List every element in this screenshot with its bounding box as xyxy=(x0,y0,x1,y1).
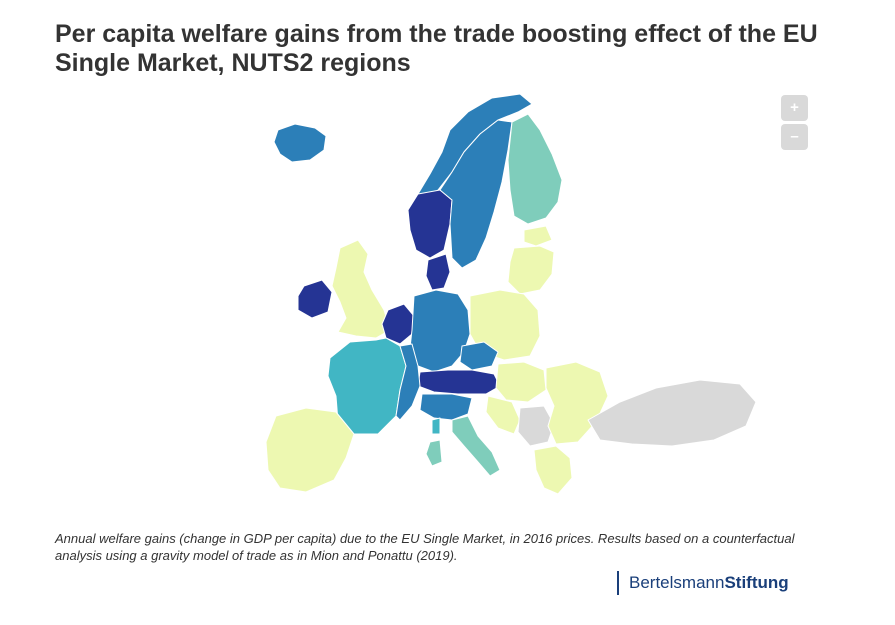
region-czechia[interactable] xyxy=(459,341,499,371)
region-uk[interactable] xyxy=(331,239,391,339)
region-iberia[interactable] xyxy=(265,407,355,493)
region-serbia-bosnia[interactable] xyxy=(517,405,555,447)
region-france[interactable] xyxy=(327,337,407,435)
region-ireland[interactable] xyxy=(297,279,333,319)
region-corsica[interactable] xyxy=(431,417,441,435)
region-norway-south[interactable] xyxy=(407,189,453,259)
region-denmark[interactable] xyxy=(425,253,451,291)
page-title: Per capita welfare gains from the trade … xyxy=(55,20,818,77)
region-france-east[interactable] xyxy=(395,343,421,421)
region-finland[interactable] xyxy=(507,113,563,225)
zoom-in-button[interactable]: + xyxy=(781,95,808,121)
europe-map-svg[interactable] xyxy=(100,90,810,520)
region-greece[interactable] xyxy=(533,445,573,495)
region-sardinia[interactable] xyxy=(425,439,443,467)
region-sweden[interactable] xyxy=(439,119,513,269)
region-poland[interactable] xyxy=(469,289,541,361)
brand-name-part2: Stiftung xyxy=(724,573,789,592)
zoom-out-button[interactable]: – xyxy=(781,124,808,150)
region-turkey[interactable] xyxy=(587,379,757,447)
map-caption: Annual welfare gains (change in GDP per … xyxy=(55,531,795,563)
region-iceland[interactable] xyxy=(273,123,327,163)
choropleth-map[interactable] xyxy=(100,90,810,520)
region-austria-switzerland[interactable] xyxy=(417,369,501,395)
region-baltics[interactable] xyxy=(507,245,555,295)
bertelsmann-logo: BertelsmannStiftung xyxy=(617,571,789,595)
brand-name-part1: Bertelsmann xyxy=(629,573,725,592)
region-croatia-slovenia[interactable] xyxy=(485,395,521,435)
region-estonia[interactable] xyxy=(523,225,553,247)
region-italy-north[interactable] xyxy=(419,393,473,421)
region-italy-south[interactable] xyxy=(451,415,501,477)
region-hungary-slovakia[interactable] xyxy=(495,361,547,403)
region-benelux[interactable] xyxy=(381,303,415,345)
